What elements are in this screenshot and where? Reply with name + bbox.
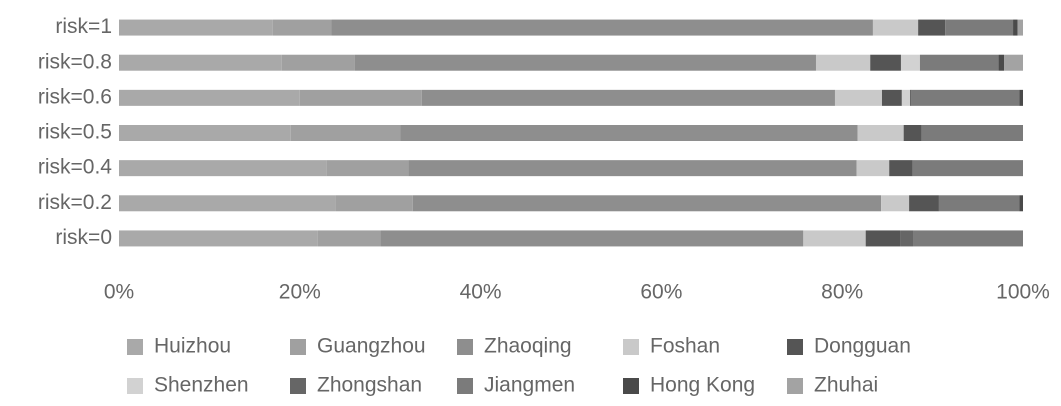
legend-swatch bbox=[290, 378, 306, 394]
bar-segment bbox=[856, 160, 890, 177]
x-tick-label: 60% bbox=[640, 281, 682, 304]
bar-segment bbox=[815, 54, 871, 71]
legend-label: Dongguan bbox=[814, 335, 911, 358]
bar-segment bbox=[119, 19, 273, 36]
bar-segment bbox=[909, 195, 939, 212]
bar-segment bbox=[1004, 54, 1023, 71]
bar-segment bbox=[881, 89, 902, 106]
legend-label: Guangzhou bbox=[317, 335, 426, 358]
bar-segment bbox=[872, 19, 919, 36]
bar-segment bbox=[119, 195, 336, 212]
bar-segment bbox=[400, 125, 858, 141]
x-tick-label: 40% bbox=[460, 281, 502, 304]
bar-segment bbox=[834, 89, 882, 106]
bar-segment bbox=[1013, 19, 1018, 36]
bar-segment bbox=[803, 230, 866, 247]
bar-segment bbox=[1019, 89, 1023, 106]
bar-segment bbox=[998, 54, 1005, 71]
y-tick-label: risk=0.6 bbox=[38, 85, 112, 108]
bar-segment bbox=[331, 19, 873, 36]
bar-segment bbox=[1017, 19, 1023, 36]
bar-segment bbox=[408, 160, 857, 177]
bar-segment bbox=[290, 125, 401, 141]
legend-label: Foshan bbox=[650, 335, 720, 358]
bar-segment bbox=[865, 230, 901, 247]
bar-segment bbox=[412, 195, 882, 212]
legend-swatch bbox=[127, 339, 143, 355]
bar-segment bbox=[380, 230, 804, 247]
bar-segment bbox=[1019, 195, 1023, 212]
legend-label: Zhuhai bbox=[814, 374, 878, 397]
bar-segment bbox=[119, 125, 291, 141]
legend-label: Zhaoqing bbox=[484, 335, 572, 358]
legend-swatch bbox=[457, 378, 473, 394]
x-tick-label: 100% bbox=[996, 281, 1050, 304]
bar-segment bbox=[938, 195, 1020, 212]
bar-segment bbox=[903, 125, 922, 141]
bar-segment bbox=[281, 54, 355, 71]
legend-label: Jiangmen bbox=[484, 374, 575, 397]
bar-segment bbox=[857, 125, 904, 141]
bar-segment bbox=[272, 19, 332, 36]
bar-segment bbox=[335, 195, 413, 212]
legend-swatch bbox=[457, 339, 473, 355]
legend-swatch bbox=[787, 339, 803, 355]
x-tick-label: 20% bbox=[279, 281, 321, 304]
bar-segment bbox=[299, 89, 422, 106]
y-tick-label: risk=0 bbox=[55, 226, 112, 249]
bar-segment bbox=[900, 54, 920, 71]
legend-swatch bbox=[787, 378, 803, 394]
y-tick-label: risk=1 bbox=[55, 15, 112, 38]
bar-segment bbox=[870, 54, 901, 71]
legend-label: Hong Kong bbox=[650, 374, 755, 397]
legend-label: Huizhou bbox=[154, 335, 231, 358]
bar-segment bbox=[119, 160, 327, 177]
bar-segment bbox=[911, 89, 1020, 106]
legend-swatch bbox=[290, 339, 306, 355]
bar-segment bbox=[354, 54, 816, 71]
legend-swatch bbox=[623, 378, 639, 394]
bar-segment bbox=[900, 230, 914, 247]
y-tick-label: risk=0.4 bbox=[38, 156, 112, 179]
y-tick-label: risk=0.8 bbox=[38, 50, 112, 73]
bar-segment bbox=[119, 54, 282, 71]
bar-segment bbox=[918, 19, 946, 36]
bar-segment bbox=[889, 160, 913, 177]
y-tick-label: risk=0.5 bbox=[38, 121, 112, 144]
bar-segment bbox=[912, 160, 1023, 177]
bar-segment bbox=[317, 230, 381, 247]
y-tick-label: risk=0.2 bbox=[38, 191, 112, 214]
legend-label: Zhongshan bbox=[317, 374, 422, 397]
x-tick-label: 0% bbox=[104, 281, 134, 304]
legend-swatch bbox=[127, 378, 143, 394]
bar-segment bbox=[119, 230, 318, 247]
bar-segment bbox=[326, 160, 409, 177]
bar-segment bbox=[921, 125, 1023, 141]
bar-segment bbox=[945, 19, 1014, 36]
x-tick-label: 80% bbox=[821, 281, 863, 304]
bar-segment bbox=[901, 89, 910, 106]
bar-segment bbox=[913, 230, 1023, 247]
bar-segment bbox=[910, 89, 912, 106]
legend-label: Shenzhen bbox=[154, 374, 249, 397]
bar-segment bbox=[919, 54, 999, 71]
legend-swatch bbox=[623, 339, 639, 355]
bar-segment bbox=[421, 89, 835, 106]
bar-segment bbox=[881, 195, 910, 212]
bar-segment bbox=[119, 89, 300, 106]
